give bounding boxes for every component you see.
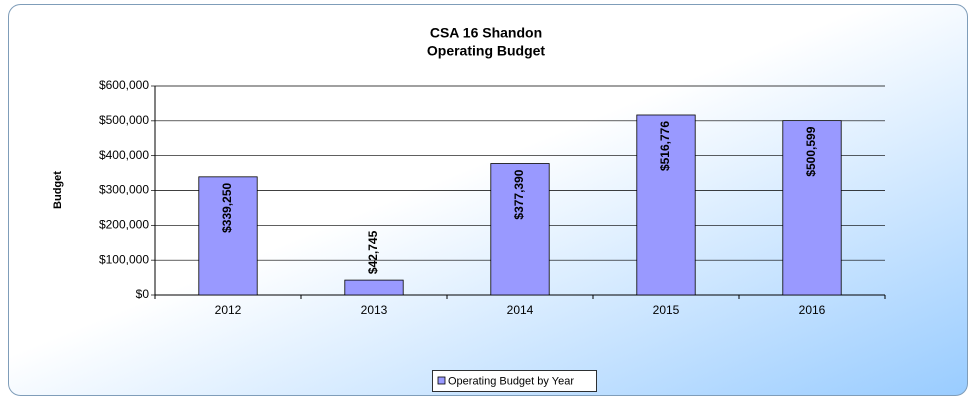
x-tick-label: 2015 xyxy=(653,303,680,317)
x-tick-label: 2012 xyxy=(215,303,242,317)
x-tick-label: 2014 xyxy=(507,303,534,317)
data-label: $339,250 xyxy=(220,183,234,233)
legend-box xyxy=(432,370,597,392)
y-tick-label: $600,000 xyxy=(99,78,149,92)
chart-frame xyxy=(8,4,968,396)
y-tick-label: $400,000 xyxy=(99,148,149,162)
data-label: $516,776 xyxy=(658,121,672,171)
data-label: $500,599 xyxy=(804,126,818,176)
data-label: $42,745 xyxy=(366,230,380,274)
legend-swatch xyxy=(437,376,446,385)
bar xyxy=(344,279,404,296)
y-axis-title: Budget xyxy=(52,171,64,209)
x-tick-label: 2013 xyxy=(361,303,388,317)
bar xyxy=(782,120,842,296)
bar xyxy=(636,114,696,296)
data-label: $377,390 xyxy=(512,169,526,219)
chart-subtitle: Operating Budget xyxy=(427,43,546,59)
y-tick-label: $200,000 xyxy=(99,218,149,232)
y-tick-label: $300,000 xyxy=(99,183,149,197)
bar xyxy=(198,176,258,296)
bar xyxy=(490,163,550,296)
y-tick-label: $100,000 xyxy=(99,252,149,266)
x-tick-label: 2016 xyxy=(799,303,826,317)
legend-label: Operating Budget by Year xyxy=(448,375,574,387)
chart-title: CSA 16 Shandon xyxy=(430,25,542,41)
y-tick-label: $500,000 xyxy=(99,113,149,127)
y-tick-label: $0 xyxy=(136,287,150,301)
